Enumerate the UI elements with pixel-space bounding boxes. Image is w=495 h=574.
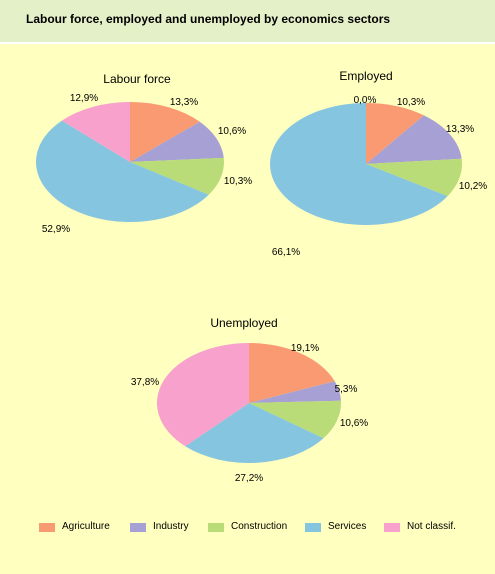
pie-slice-labour-force-construction <box>130 157 225 195</box>
pie-slice-unemployed-services <box>185 403 324 464</box>
legend-swatch-industry <box>130 523 146 532</box>
data-label-unemployed-industry: 5,3% <box>335 384 358 395</box>
data-label-unemployed-construction: 10,6% <box>340 418 368 429</box>
data-label-employed-not-classif: 0,0% <box>354 95 377 106</box>
legend-swatch-services <box>305 523 321 532</box>
legend-label-agriculture: Agriculture <box>62 521 110 532</box>
data-label-labour-force-agriculture: 13,3% <box>170 97 198 108</box>
pie-slice-employed-services <box>270 103 448 226</box>
chart-title-employed: Employed <box>339 69 392 83</box>
pie-chart-employed: Employed 10,3% 13,3% 10,2% 66,1% 0,0% <box>270 69 487 258</box>
pie-slice-unemployed-not-classif <box>156 343 249 447</box>
data-label-labour-force-industry: 10,6% <box>218 126 246 137</box>
data-label-unemployed-services: 27,2% <box>235 473 263 484</box>
legend-swatch-agriculture <box>39 523 55 532</box>
pie-slice-labour-force-not-classif <box>61 102 130 162</box>
pie-slice-labour-force-agriculture <box>130 102 200 162</box>
pie-chart-labour-force: Labour force 13,3% 10,6% 10,3% 52,9% 12,9% <box>36 72 252 235</box>
data-label-labour-force-construction: 10,3% <box>224 176 252 187</box>
page-title: Labour force, employed and unemployed by… <box>26 12 391 26</box>
pie-slice-employed-industry <box>366 115 462 164</box>
data-label-employed-construction: 10,2% <box>459 181 487 192</box>
pie-slice-employed-construction <box>366 158 462 197</box>
data-label-unemployed-agriculture: 19,1% <box>291 343 319 354</box>
legend: Agriculture Industry Construction Servic… <box>0 520 495 540</box>
pie-slice-unemployed-construction <box>249 400 341 439</box>
pie-slice-labour-force-industry <box>130 121 224 162</box>
legend-label-construction: Construction <box>231 521 288 532</box>
chart-title-unemployed: Unemployed <box>210 316 277 330</box>
pie-chart-unemployed: Unemployed 19,1% 5,3% 10,6% 27,2% 37,8% <box>131 316 368 484</box>
chart-title-labour-force: Labour force <box>103 72 171 86</box>
legend-swatch-not-classif <box>384 523 400 532</box>
pie-slice-employed-agriculture <box>366 103 424 164</box>
data-label-employed-services: 66,1% <box>272 247 300 258</box>
data-label-employed-industry: 13,3% <box>446 124 474 135</box>
legend-label-services: Services <box>328 521 367 532</box>
legend-label-industry: Industry <box>153 521 189 532</box>
header-bar: Labour force, employed and unemployed by… <box>0 0 495 44</box>
data-label-labour-force-services: 52,9% <box>42 224 70 235</box>
data-label-employed-agriculture: 10,3% <box>397 97 425 108</box>
data-label-labour-force-not-classif: 12,9% <box>70 93 98 104</box>
legend-label-not-classif: Not classif. <box>407 521 456 532</box>
legend-swatch-construction <box>208 523 224 532</box>
pie-slice-unemployed-agriculture <box>249 343 335 403</box>
pie-slice-unemployed-industry <box>249 381 341 403</box>
data-label-unemployed-not-classif: 37,8% <box>131 377 159 388</box>
pie-slice-labour-force-services <box>36 120 209 222</box>
